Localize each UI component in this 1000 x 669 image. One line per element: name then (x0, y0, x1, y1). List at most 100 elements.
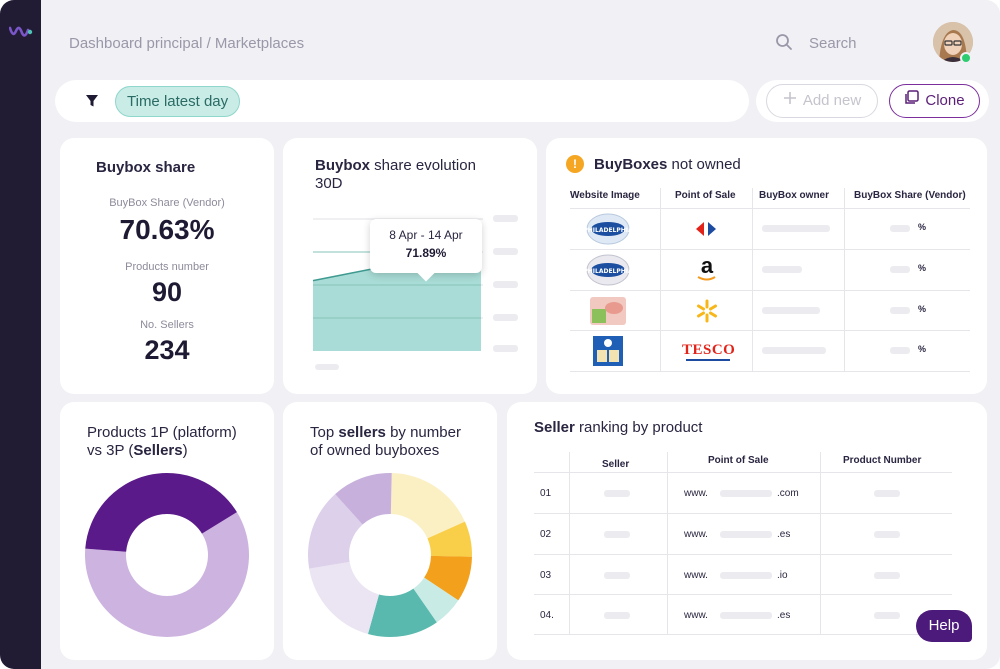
svg-text:PHILADELPHIA: PHILADELPHIA (586, 227, 630, 234)
clone-button[interactable]: Clone (889, 84, 980, 118)
donut-slice-5 (309, 561, 379, 634)
plus-icon (783, 85, 797, 117)
y-tick-placeholder (493, 345, 518, 352)
table-row[interactable]: PHILADELPHIA % (570, 209, 970, 249)
seller-ranking-card: Seller ranking by product Seller Point o… (507, 402, 987, 660)
url-prefix: www. (684, 570, 708, 581)
action-bar: Add new Clone (756, 80, 989, 122)
card-title: Top sellers by number of owned buyboxes (310, 424, 461, 459)
amazon-logo: a (696, 254, 718, 284)
share-evolution-card: Buybox share evolution 30D 8 Apr - 14 Apr… (283, 138, 537, 394)
rank: 01 (540, 488, 552, 499)
product-number-placeholder (874, 612, 900, 619)
url-placeholder (720, 572, 772, 579)
url-placeholder (720, 612, 772, 619)
online-status-badge (960, 52, 972, 64)
share-suffix: % (918, 344, 927, 354)
share-placeholder (890, 347, 910, 354)
card-title: Buybox share evolution 30D (315, 157, 476, 192)
blue-box-product-image (593, 336, 623, 366)
buybox-share-card: Buybox share BuyBox Share (Vendor) 70.63… (60, 138, 274, 394)
column-header: Point of Sale (708, 455, 769, 466)
url-placeholder (720, 531, 772, 538)
carrefour-logo (696, 222, 716, 236)
avatar[interactable] (933, 22, 973, 62)
y-tick-placeholder (493, 281, 518, 288)
philadelphia-product-image: PHILADELPHIA (586, 213, 630, 245)
table-row[interactable]: 01 www. .com (534, 473, 952, 513)
top-sellers-card: Top sellers by number of owned buyboxes (283, 402, 497, 660)
url-prefix: www. (684, 529, 708, 540)
search-icon[interactable] (775, 33, 793, 51)
url-tld: .io (777, 570, 788, 581)
tesco-logo: TESCO (682, 341, 735, 361)
rank: 04. (540, 610, 554, 621)
share-placeholder (890, 307, 910, 314)
card-title: Products 1P (platform) vs 3P (Sellers) (87, 424, 237, 459)
breadcrumb[interactable]: Dashboard principal / Marketplaces (69, 35, 305, 52)
table-row[interactable]: 04. www. .es (534, 595, 952, 635)
share-placeholder (890, 266, 910, 273)
table-grid (570, 188, 970, 372)
donut-slice-0 (390, 473, 465, 539)
table-row[interactable]: % (570, 291, 970, 331)
products-1p-3p-card: Products 1P (platform) vs 3P (Sellers) (60, 402, 274, 660)
time-filter-chip[interactable]: Time latest day (115, 86, 241, 117)
table-row[interactable]: TESCO % (570, 331, 970, 371)
card-title: Buybox share (96, 159, 196, 176)
y-tick-placeholder (493, 248, 518, 255)
donut-chart[interactable] (60, 402, 274, 660)
donut-slice-3 (413, 577, 459, 623)
column-header: Point of Sale (675, 190, 736, 201)
donut-slice-2 (424, 555, 472, 601)
tooltip-value: 71.89% (405, 246, 447, 260)
column-header: BuyBox Share (Vendor) (854, 190, 966, 201)
warning-icon: ! (566, 155, 584, 173)
app-logo-icon[interactable] (9, 25, 33, 39)
url-prefix: www. (684, 488, 708, 499)
share-suffix: % (918, 222, 927, 232)
search-input[interactable]: Search (809, 35, 857, 52)
table-row[interactable]: PHILADELPHIA a % (570, 250, 970, 290)
y-tick-placeholder (493, 215, 518, 222)
filter-icon[interactable] (85, 94, 99, 108)
filter-bar: Time latest day (55, 80, 749, 122)
column-header: Product Number (843, 455, 922, 466)
donut-slice-1 (427, 521, 472, 557)
share-suffix: % (918, 304, 927, 314)
help-button[interactable]: Help (916, 610, 972, 642)
y-tick-placeholder (493, 314, 518, 321)
table-row[interactable]: 02 www. .es (534, 514, 952, 554)
products-value: 90 (151, 277, 183, 307)
x-tick-placeholder (315, 364, 339, 370)
products-label: Products number (125, 261, 209, 273)
ham-pack-product-image (590, 297, 626, 325)
table-row[interactable]: 03 www. .io (534, 555, 952, 595)
donut-slice-7 (335, 473, 392, 525)
seller-placeholder (604, 572, 630, 579)
url-tld: .es (777, 529, 791, 540)
donut-slice-0 (85, 512, 249, 637)
product-number-placeholder (874, 531, 900, 538)
column-header: BuyBox owner (759, 190, 830, 201)
url-tld: .es (777, 610, 791, 621)
top-bar: Dashboard principal / Marketplaces Searc… (41, 0, 1000, 80)
donut-chart[interactable] (283, 402, 497, 660)
philadelphia-product-image: PHILADELPHIA (586, 254, 630, 286)
url-placeholder (720, 490, 772, 497)
rank: 02 (540, 529, 552, 540)
donut-slice-1 (85, 473, 237, 552)
buyboxes-not-owned-card: ! BuyBoxes not owned Website Image Point… (546, 138, 987, 394)
add-new-button[interactable]: Add new (766, 84, 878, 118)
donut-slice-6 (308, 494, 363, 569)
seller-placeholder (604, 531, 630, 538)
owner-placeholder (762, 307, 820, 314)
add-new-label: Add new (802, 92, 862, 109)
column-header: Website Image (570, 190, 640, 201)
seller-placeholder (604, 490, 630, 497)
url-prefix: www. (684, 610, 708, 621)
area-chart[interactable] (283, 138, 537, 394)
walmart-logo (697, 299, 717, 323)
product-number-placeholder (874, 490, 900, 497)
